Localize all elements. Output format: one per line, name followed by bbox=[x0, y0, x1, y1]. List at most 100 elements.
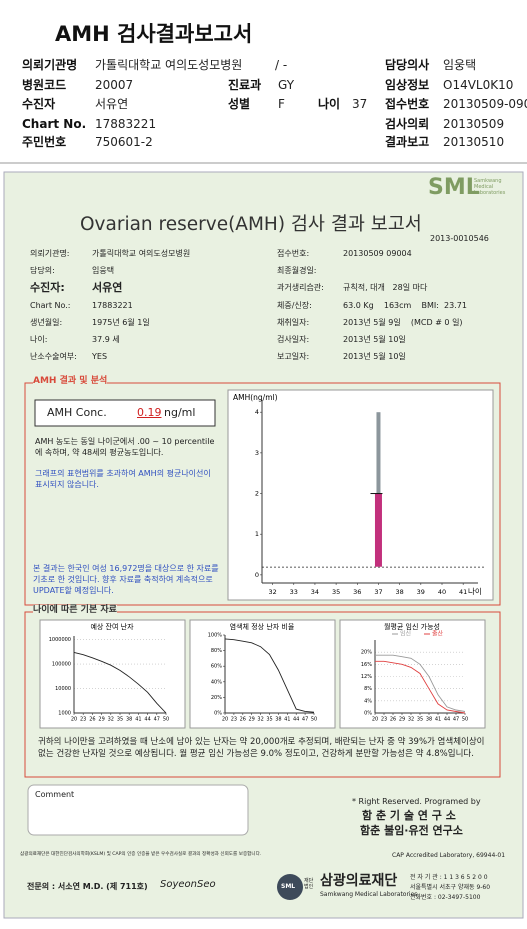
y-tick-label: 20% bbox=[211, 695, 222, 701]
lab-name: 함 춘 기 술 연 구 소 bbox=[362, 809, 456, 822]
x-tick-label: 47 bbox=[302, 717, 308, 723]
y-tick-label: 10000 bbox=[55, 686, 71, 692]
analysis-note: 그래프의 표현범위를 초과하여 AMH의 평균나이선이 표시되지 않습니다. bbox=[35, 469, 211, 489]
x-tick-label: 23 bbox=[381, 717, 387, 723]
analysis-source: 본 결과는 한국인 여성 16,972명을 대상으로 한 자료를 기초로 한 것… bbox=[33, 564, 219, 595]
y-tick-label: 2 bbox=[255, 490, 259, 498]
info-value: YES bbox=[92, 352, 108, 362]
x-tick-label: 34 bbox=[311, 588, 319, 596]
info-value: 17883221 bbox=[92, 300, 133, 310]
rights: * Right Reserved. Programed by bbox=[352, 797, 481, 806]
x-tick-label: 32 bbox=[408, 717, 414, 723]
range-bar bbox=[374, 493, 382, 567]
chart-frame bbox=[227, 389, 494, 601]
legend-label: 출산 bbox=[432, 630, 444, 638]
x-tick-label: 41 bbox=[459, 588, 467, 596]
x-tick-label: 44 bbox=[293, 717, 299, 723]
field-value: 임웅택 bbox=[443, 58, 477, 72]
chart-title: 염색체 정상 난자 비율 bbox=[230, 622, 295, 631]
x-tick-label: 29 bbox=[399, 717, 405, 723]
field-value: 37 bbox=[352, 97, 368, 111]
x-tick-label: 26 bbox=[390, 717, 396, 723]
comment-label: Comment bbox=[35, 790, 75, 799]
x-tick-label: 20 bbox=[372, 717, 378, 723]
report-number: 2013-0010546 bbox=[430, 234, 489, 243]
x-tick-label: 40 bbox=[438, 588, 446, 596]
x-tick-label: 32 bbox=[268, 588, 276, 596]
range-bar bbox=[376, 412, 381, 494]
report-title: Ovarian reserve(AMH) 검사 결과 보고서 bbox=[80, 214, 422, 235]
x-tick-label: 35 bbox=[266, 717, 272, 723]
series-line bbox=[375, 660, 466, 714]
series-line bbox=[224, 638, 315, 713]
x-tick-label: 41 bbox=[435, 717, 441, 723]
lab-name: 함춘 불임·유전 연구소 bbox=[360, 824, 463, 837]
x-tick-label: 35 bbox=[332, 588, 340, 596]
amh-unit: ng/ml bbox=[164, 406, 196, 419]
info-label: 검사일자: bbox=[277, 335, 310, 344]
info-label: 나이: bbox=[30, 335, 48, 344]
info-value: 63.0 Kg 163cm BMI: 23.71 bbox=[343, 300, 467, 310]
field-value: / - bbox=[275, 58, 288, 72]
field-label: 결과보고 bbox=[385, 135, 430, 149]
field-label: 담당의사 bbox=[385, 58, 430, 72]
field-label: 성별 bbox=[228, 97, 251, 111]
info-value: 20130509 09004 bbox=[343, 249, 412, 258]
x-tick-label: 50 bbox=[311, 717, 317, 723]
field-label: 임상정보 bbox=[385, 78, 430, 92]
chart-frame bbox=[339, 619, 486, 729]
cap: CAP Accredited Laboratory, 69944-01 bbox=[392, 852, 506, 859]
x-tick-label: 29 bbox=[98, 717, 104, 723]
summary: 귀하의 나이만을 고려하였을 때 난소에 남아 있는 난자는 약 20,000개… bbox=[38, 737, 485, 759]
info-label: 의뢰기관명: bbox=[30, 249, 70, 258]
logo-mark bbox=[277, 874, 303, 900]
field-label: 검사의뢰 bbox=[385, 117, 430, 131]
info-value: 2013년 5월 10일 bbox=[343, 335, 406, 344]
y-tick-label: 80% bbox=[211, 648, 222, 654]
y-tick-label: 1000000 bbox=[49, 637, 71, 643]
x-tick-label: 32 bbox=[257, 717, 263, 723]
basic-box bbox=[24, 611, 501, 778]
x-tick-label: 33 bbox=[290, 588, 298, 596]
info-label: 과거생리습관: bbox=[277, 283, 324, 293]
cert-note: 삼광의료재단은 대한진단검사의학회(KSLM) 및 CAP의 인증 인증을 받은… bbox=[20, 852, 262, 857]
field-label: 병원코드 bbox=[22, 78, 67, 92]
chart-title: 예상 잔여 난자 bbox=[90, 622, 134, 631]
y-tick-label: 4% bbox=[364, 698, 372, 704]
x-axis-label: 나이 bbox=[468, 586, 482, 596]
x-tick-label: 47 bbox=[154, 717, 160, 723]
analysis-box bbox=[24, 382, 501, 606]
legend-label: 임신 bbox=[400, 630, 411, 638]
field-value: 20007 bbox=[95, 78, 134, 92]
specialist: 전문의 : 서소연 M.D. (제 711호) bbox=[27, 882, 148, 891]
info-value: 2013년 5월 9일 (MCD # 0 일) bbox=[343, 317, 463, 327]
x-tick-label: 23 bbox=[231, 717, 237, 723]
y-tick-label: 20% bbox=[361, 650, 372, 656]
amh-box bbox=[34, 399, 216, 427]
y-tick-label: 100000 bbox=[52, 662, 71, 668]
y-tick-label: 8% bbox=[364, 686, 372, 692]
x-tick-label: 20 bbox=[71, 717, 77, 723]
x-tick-label: 38 bbox=[426, 717, 432, 723]
foundation-en: Samkwang Medical Laboratories bbox=[320, 891, 418, 898]
field-label: 나이 bbox=[318, 97, 341, 111]
info-value: 서유연 bbox=[92, 281, 123, 295]
info-label: 체중/신장: bbox=[277, 300, 312, 310]
field-value: 17883221 bbox=[95, 117, 157, 131]
address: 서울특별시 서초구 양재동 9-60 bbox=[410, 884, 491, 891]
info-label: Chart No.: bbox=[30, 300, 71, 310]
amh-value: 0.19 bbox=[137, 406, 162, 419]
analysis-text: AMH 농도는 동일 나이군에서 .00 ~ 10 percentile에 속하… bbox=[35, 437, 215, 457]
x-tick-label: 47 bbox=[453, 717, 459, 723]
foundation: 삼광의료재단 bbox=[320, 873, 398, 889]
field-value: O14VL0K10 bbox=[443, 78, 514, 92]
y-tick-label: 3 bbox=[255, 449, 259, 457]
info-label: 접수번호: bbox=[277, 249, 310, 258]
y-tick-label: 4 bbox=[255, 408, 259, 416]
field-label: 접수번호 bbox=[385, 97, 430, 111]
info-label: 담당의: bbox=[30, 266, 55, 276]
field-value: 가톨릭대학교 여의도성모병원 bbox=[95, 58, 243, 72]
logo-sub: Samkwang Medical Laboratories bbox=[474, 178, 506, 196]
title: AMH 검사결과보고서 bbox=[55, 22, 253, 46]
